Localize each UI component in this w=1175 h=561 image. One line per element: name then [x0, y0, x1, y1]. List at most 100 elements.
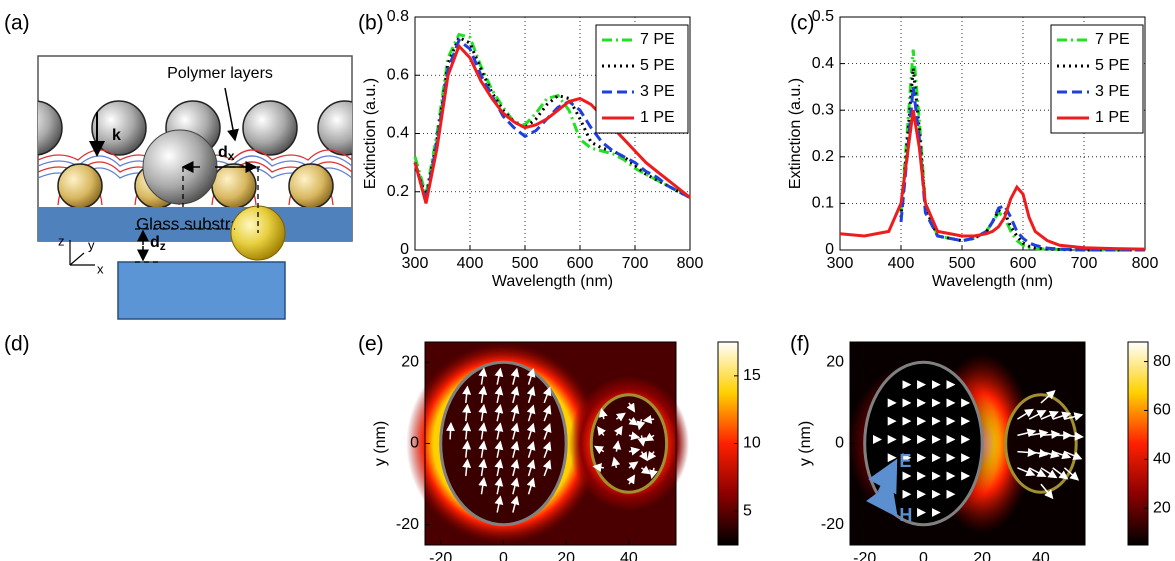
field-arrow	[542, 423, 552, 440]
colorbar-tick-label: 20	[1153, 500, 1171, 517]
y-axis-label: Extinction (a.u.)	[362, 78, 379, 189]
field-arrow	[1029, 429, 1049, 439]
field-arrow	[637, 435, 647, 447]
field-arrow	[526, 367, 536, 385]
x-tick-label: 300	[827, 255, 854, 272]
x-tick-label: 0	[919, 550, 928, 561]
field-arrow	[626, 474, 636, 485]
y-tick-label: 0.3	[812, 101, 834, 118]
field-arrow	[478, 422, 488, 440]
panel-label: (c)	[790, 12, 815, 35]
y-tick-label: 0.1	[812, 195, 834, 212]
field-arrow	[510, 367, 520, 385]
line-chart: 300 400 500 600 700 800 0 0.1 0.2 0.3 0.4 0.5 Wavele…	[787, 8, 1158, 290]
field-arrow	[462, 385, 472, 403]
field-arrow	[462, 458, 472, 477]
e-label: E	[899, 451, 911, 471]
field-arrow	[526, 477, 536, 495]
field-arrow	[1064, 450, 1083, 460]
field-arrow	[641, 465, 651, 475]
y-tick-label: 0.5	[812, 8, 834, 25]
series-line	[413, 37, 691, 201]
field-arrow	[1064, 412, 1084, 422]
field-arrow	[613, 425, 623, 436]
legend-box	[1050, 24, 1144, 134]
dx-main: d	[218, 144, 228, 161]
field-arrow	[612, 440, 622, 452]
field-arrow	[494, 422, 504, 440]
field-arrow	[542, 441, 552, 458]
field-arrow	[1052, 467, 1069, 480]
x-tick-label: 600	[1010, 255, 1037, 272]
y-tick-label: -20	[396, 516, 419, 533]
axis-z: z	[58, 233, 65, 248]
colorbar	[1127, 341, 1149, 546]
plot-frame	[849, 341, 1086, 546]
field-arrow	[462, 403, 472, 422]
panel-label: (b)	[358, 12, 384, 35]
field-arrow	[494, 404, 504, 422]
x-axis-label: Wavelength (nm)	[492, 273, 613, 290]
x-tick-label: 800	[1132, 255, 1159, 272]
y-tick-label: 0	[400, 241, 409, 258]
colorbar-tick-label: 80	[1153, 353, 1171, 370]
field-arrow	[1052, 411, 1072, 421]
polymer-label: Polymer layers	[167, 65, 273, 82]
legend: 7 PE 5 PE 3 PE 1 PE	[595, 24, 689, 134]
legend-label: 7 PE	[640, 31, 675, 48]
field-arrow	[478, 403, 488, 422]
legend-label: 5 PE	[1095, 57, 1130, 74]
dx-label: dx	[218, 144, 235, 163]
field-arrow	[592, 463, 604, 472]
legend-label: 1 PE	[640, 109, 675, 126]
x-tick-label: 600	[567, 255, 594, 272]
field-arrow	[593, 445, 605, 455]
panel-label: (e)	[358, 333, 384, 356]
y-tick-label: 0.2	[387, 183, 409, 200]
x-tick-label: 400	[888, 255, 915, 272]
h-label: H	[899, 505, 912, 525]
panel-label: (f)	[790, 333, 810, 356]
field-arrow	[462, 422, 472, 440]
y-axis-label: y (nm)	[797, 421, 814, 466]
legend-label: 1 PE	[1095, 109, 1130, 126]
legend-label: 3 PE	[640, 83, 675, 100]
field-arrow	[478, 440, 488, 458]
dz-main: d	[150, 234, 160, 251]
x-tick-label: 40	[620, 550, 638, 561]
y-tick-label: 0	[410, 435, 419, 452]
field-arrow	[639, 451, 648, 462]
field-arrow	[1028, 467, 1047, 477]
field-arrow	[494, 440, 504, 458]
field-arrow	[628, 446, 641, 456]
field-arrow	[1040, 483, 1054, 500]
field-arrow	[1064, 431, 1084, 441]
x-tick-label: 700	[1071, 255, 1098, 272]
field-arrow	[644, 432, 655, 442]
legend-label: 7 PE	[1095, 31, 1130, 48]
plot-frame	[839, 16, 1146, 251]
field-arrow	[1040, 430, 1061, 440]
series-line	[413, 32, 691, 199]
y-tick-label: 0.2	[812, 148, 834, 165]
field-arrow	[628, 461, 639, 471]
y-tick-label: 0	[835, 435, 844, 452]
field-arrow	[611, 456, 621, 469]
x-tick-label: 0	[499, 550, 508, 561]
field-arrow	[649, 467, 658, 480]
field-arrow	[1040, 410, 1059, 420]
field-arrow	[478, 367, 488, 385]
field-arrow	[542, 459, 552, 477]
field-arrow	[1063, 467, 1080, 481]
field-arrow	[462, 440, 472, 458]
field-arrow	[597, 426, 607, 437]
field-arrow	[526, 459, 536, 477]
axis-y: y	[88, 237, 95, 252]
field-arrow	[1052, 450, 1072, 460]
field-arrow	[510, 404, 520, 422]
sphere-small	[589, 393, 669, 494]
x-tick-label: 20	[973, 550, 991, 561]
x-tick-label: 40	[1032, 550, 1050, 561]
